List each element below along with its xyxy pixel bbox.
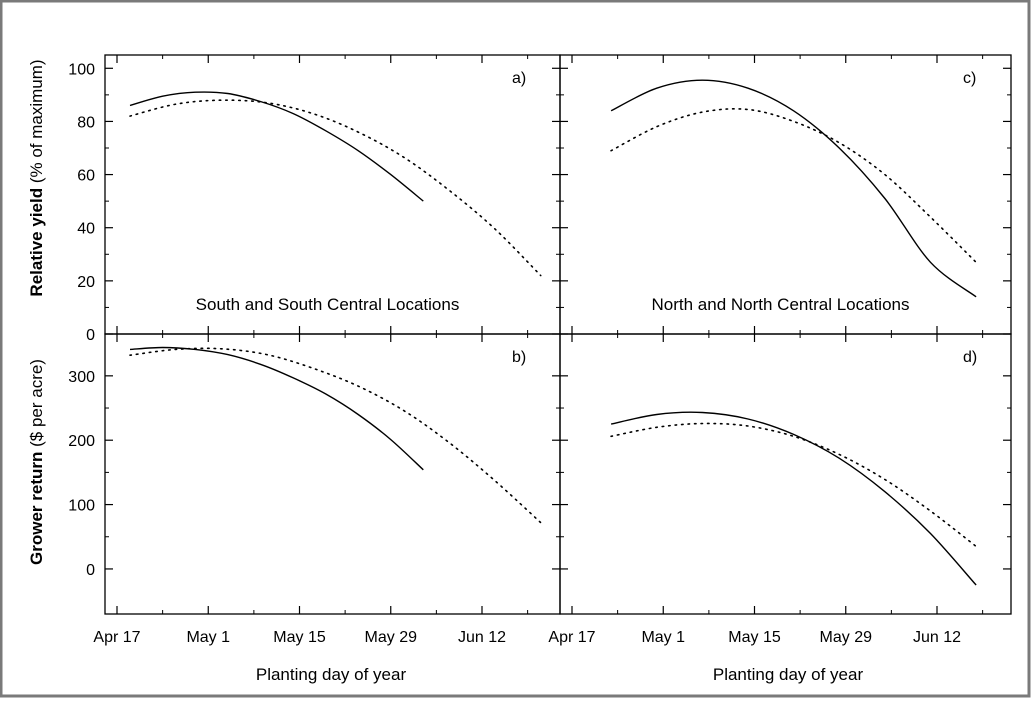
panel-d-series-solid [610, 411, 977, 586]
panel-b-xtick-label: May 1 [186, 629, 230, 646]
panel-b-series-solid [129, 346, 424, 471]
x-axis-title-left: Planting day of year [256, 665, 407, 684]
panel-d-frame [559, 333, 1012, 615]
panel-d-series-dotted [610, 422, 977, 548]
panel-a-ytick-label: 100 [68, 61, 95, 78]
y-axis-title-top: Relative yield (% of maximum) [27, 59, 46, 296]
panel-b-ytick-label: 100 [68, 498, 95, 515]
panel-d-tag: d) [963, 349, 977, 366]
y-axis-title-top-rest: (% of maximum) [27, 59, 46, 183]
panel-c-annotation: North and North Central Locations [652, 295, 910, 314]
panel-b-xtick-label: May 15 [273, 629, 326, 646]
panel-d-xtick-label: May 29 [820, 629, 873, 646]
panel-b-series-dotted [129, 347, 542, 524]
y-axis-title-bottom-bold: Grower return [27, 452, 46, 565]
panel-b-xtick-label: Apr 17 [93, 629, 140, 646]
panel-a-ytick-label: 60 [77, 168, 95, 185]
panel-d-xtick-label: Apr 17 [548, 629, 595, 646]
panel-a-tag: a) [512, 70, 526, 87]
panel-a-ytick-label: 0 [86, 327, 95, 344]
panel-a-series-solid [129, 91, 424, 202]
panel-b-tag: b) [512, 349, 526, 366]
panel-b-ytick-label: 0 [86, 562, 95, 579]
panel-a-series-dotted [129, 99, 542, 277]
y-axis-title-bottom: Grower return ($ per acre) [27, 359, 46, 565]
panel-a-annotation: South and South Central Locations [196, 295, 460, 314]
y-axis-title-bottom-rest: ($ per acre) [27, 359, 46, 447]
panel-a-ytick-label: 40 [77, 221, 95, 238]
panel-c-series-dotted [610, 108, 977, 264]
panel-b-xtick-label: May 29 [365, 629, 418, 646]
panel-d-xtick-label: May 15 [728, 629, 781, 646]
panel-b-ytick-label: 300 [68, 369, 95, 386]
panel-a-ytick-label: 80 [77, 114, 95, 131]
panel-b-ytick-label: 200 [68, 433, 95, 450]
x-axis-title-right: Planting day of year [713, 665, 864, 684]
panels-group: 0 20 40 60 80 100 a) South and South Central Lo… [68, 54, 1012, 646]
y-axis-title-top-bold: Relative yield [27, 188, 46, 297]
panel-b-xtick-label: Jun 12 [458, 629, 506, 646]
panel-c-tag: c) [963, 70, 976, 87]
panel-c-series-solid [610, 79, 977, 298]
panel-d-xtick-label: May 1 [641, 629, 685, 646]
panel-a-ytick-label: 20 [77, 274, 95, 291]
panel-d-xtick-label: Jun 12 [913, 629, 961, 646]
